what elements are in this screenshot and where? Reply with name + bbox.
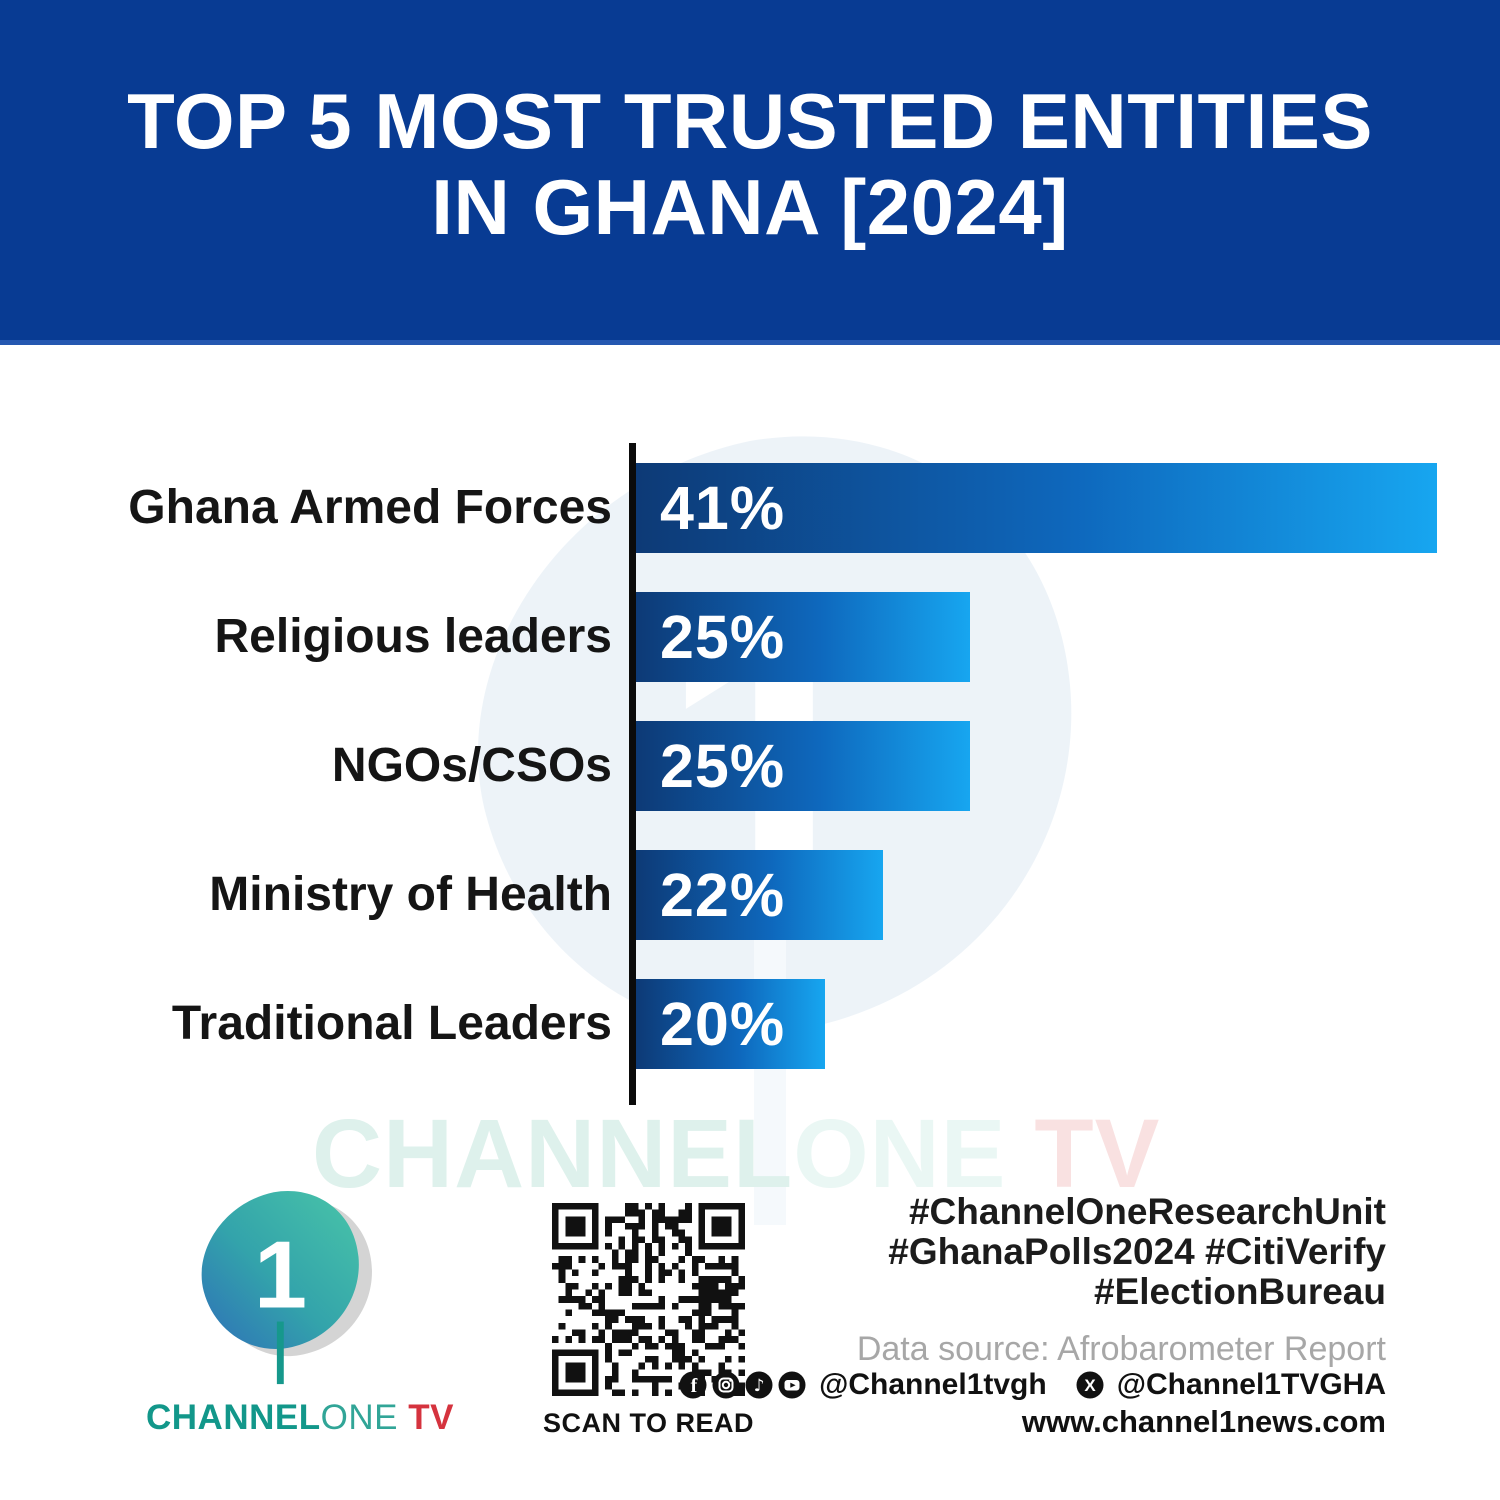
bar-value-label: 41%: [660, 474, 786, 542]
social-handle-main: @Channel1tvgh: [819, 1368, 1047, 1401]
wordmark-tv: TV: [397, 1398, 454, 1437]
qr-caption: SCAN TO READ: [542, 1408, 755, 1438]
channel-one-tv-logo: 1: [201, 1191, 372, 1385]
wordmark-one: ONE: [320, 1398, 398, 1437]
category-label: Ministry of Health: [209, 868, 612, 921]
bar-value-label: 25%: [660, 603, 786, 671]
bar-religious-leaders: 25%: [636, 592, 970, 682]
bar-traditional-leaders: 20%: [636, 979, 825, 1069]
category-label: NGOs/CSOs: [331, 739, 612, 792]
category-label: Traditional Leaders: [171, 997, 612, 1050]
title-line-2: IN GHANA [2024]: [431, 163, 1069, 251]
title-line-1: TOP 5 MOST TRUSTED ENTITIES: [127, 77, 1373, 165]
bar-row-ngos-csos: NGOs/CSOs 25%: [0, 721, 1500, 811]
svg-text:X: X: [1084, 1376, 1096, 1395]
bar-row-ministry-of-health: Ministry of Health 22%: [0, 850, 1500, 940]
bar-row-religious-leaders: Religious leaders 25%: [0, 592, 1500, 682]
watermark-one: ONE: [793, 1099, 1007, 1208]
wordmark-channel: CHANNEL: [146, 1398, 321, 1437]
channel-one-tv-watermark: CHANNELONE TV: [312, 1098, 1160, 1210]
svg-text:♪: ♪: [754, 1376, 765, 1396]
category-label: Religious leaders: [214, 610, 612, 663]
qr-code: [552, 1203, 745, 1396]
hashtag-line: #ChannelOneResearchUnit: [908, 1191, 1386, 1232]
facebook-icon: f: [679, 1371, 707, 1399]
x-icon: X: [1076, 1371, 1104, 1399]
logo-wordmark: CHANNELONE TV: [146, 1398, 454, 1438]
social-handles-row: f ♪ @Channel1tvgh X @Channel1TVGHA: [679, 1368, 1386, 1402]
bar-row-ghana-armed-forces: Ghana Armed Forces 41%: [0, 463, 1500, 553]
logo-pick-shape: [201, 1191, 359, 1350]
data-source-note: Data source: Afrobarometer Report: [856, 1330, 1386, 1368]
logo-numeral: 1: [254, 1222, 307, 1328]
bar-value-label: 25%: [660, 732, 786, 800]
hashtag-line: #ElectionBureau: [1094, 1271, 1386, 1312]
bar-ministry-of-health: 22%: [636, 850, 883, 940]
social-handle-x: @Channel1TVGHA: [1116, 1368, 1386, 1401]
youtube-icon: [778, 1371, 806, 1399]
watermark-tv: TV: [1006, 1099, 1161, 1208]
y-axis-line: [629, 443, 636, 1105]
bar-row-traditional-leaders: Traditional Leaders 20%: [0, 979, 1500, 1069]
watermark-channel: CHANNEL: [312, 1099, 794, 1208]
logo-numeral-stem: [276, 1321, 284, 1385]
hashtag-line: #GhanaPolls2024 #CitiVerify: [888, 1231, 1386, 1272]
page-title: TOP 5 MOST TRUSTED ENTITIES IN GHANA [20…: [0, 78, 1500, 250]
bar-ngos-csos: 25%: [636, 721, 970, 811]
svg-text:f: f: [691, 1375, 698, 1397]
bar-value-label: 20%: [660, 990, 786, 1058]
bar-value-label: 22%: [660, 861, 786, 929]
category-label: Ghana Armed Forces: [128, 481, 612, 534]
tiktok-icon: ♪: [745, 1371, 773, 1399]
bar-ghana-armed-forces: 41%: [636, 463, 1437, 553]
hashtags-block: #ChannelOneResearchUnit #GhanaPolls2024 …: [888, 1192, 1386, 1312]
instagram-icon: [712, 1371, 740, 1399]
website-url: www.channel1news.com: [1021, 1404, 1386, 1439]
header-banner: TOP 5 MOST TRUSTED ENTITIES IN GHANA [20…: [0, 0, 1500, 345]
